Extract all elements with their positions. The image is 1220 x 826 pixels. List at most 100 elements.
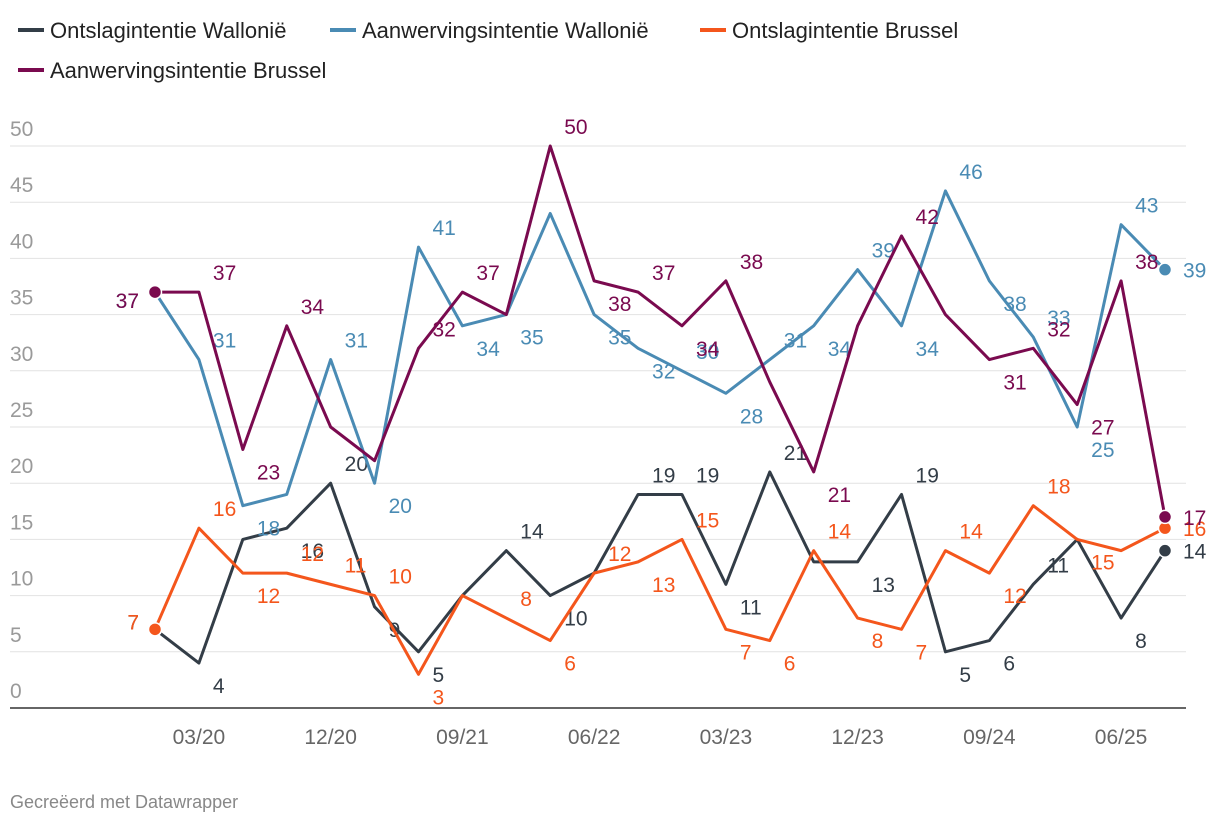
series-line xyxy=(153,189,1167,508)
data-label: 16 xyxy=(213,498,236,521)
data-label: 37 xyxy=(116,290,139,313)
x-tick-label: 03/23 xyxy=(700,726,753,749)
data-label: 34 xyxy=(301,296,325,319)
data-label: 8 xyxy=(1135,630,1147,653)
data-label: 18 xyxy=(257,518,280,541)
data-label: 21 xyxy=(828,484,851,507)
data-label: 4 xyxy=(213,675,225,698)
data-label: 12 xyxy=(1003,585,1026,608)
data-label: 30 xyxy=(696,341,719,364)
x-tick-label: 06/25 xyxy=(1095,726,1148,749)
data-label: 11 xyxy=(1047,554,1069,577)
y-tick-label: 30 xyxy=(10,343,33,366)
data-label: 8 xyxy=(520,588,532,611)
x-tick-label: 12/23 xyxy=(831,726,884,749)
x-tick-label: 06/22 xyxy=(568,726,621,749)
data-label: 15 xyxy=(1091,551,1114,574)
data-label: 12 xyxy=(257,585,280,608)
data-label: 42 xyxy=(916,206,939,229)
data-label: 38 xyxy=(740,251,763,274)
series-line xyxy=(154,470,1167,665)
series-line xyxy=(155,144,1167,518)
end-dot xyxy=(147,284,163,300)
y-tick-label: 20 xyxy=(10,455,33,478)
data-label: 11 xyxy=(740,596,762,619)
end-dot xyxy=(1157,509,1173,525)
end-dot xyxy=(147,622,163,637)
data-label: 37 xyxy=(476,262,499,285)
data-label: 17 xyxy=(1183,507,1206,530)
data-label: 5 xyxy=(432,664,444,687)
y-tick-label: 35 xyxy=(10,287,33,310)
data-label: 38 xyxy=(1003,293,1026,316)
data-label: 14 xyxy=(1183,541,1207,564)
data-label: 34 xyxy=(696,338,720,361)
data-label: 19 xyxy=(916,464,939,487)
data-label: 31 xyxy=(345,330,368,353)
data-label: 19 xyxy=(652,464,675,487)
x-tick-label: 09/24 xyxy=(963,726,1016,749)
data-label: 39 xyxy=(1183,260,1206,283)
data-label: 37 xyxy=(213,262,236,285)
y-tick-label: 50 xyxy=(10,118,33,141)
data-label: 23 xyxy=(257,461,280,484)
data-label: 50 xyxy=(564,116,587,139)
data-label: 7 xyxy=(127,611,139,634)
legend-label: Aanwervingsintentie Brussel xyxy=(50,58,326,83)
data-label: 16 xyxy=(301,540,324,563)
y-tick-label: 25 xyxy=(10,399,33,422)
data-label: 27 xyxy=(1091,417,1114,440)
y-tick-label: 45 xyxy=(10,174,33,197)
data-label: 32 xyxy=(1047,318,1070,341)
y-tick-label: 0 xyxy=(10,680,22,703)
data-label: 35 xyxy=(608,327,631,350)
data-label: 19 xyxy=(696,464,719,487)
data-label: 6 xyxy=(564,653,576,676)
data-label: 38 xyxy=(608,293,631,316)
data-label: 31 xyxy=(213,330,236,353)
data-label: 31 xyxy=(784,330,807,353)
end-dot xyxy=(1157,543,1173,558)
data-label: 7 xyxy=(127,611,139,634)
series-line xyxy=(153,504,1166,676)
data-label: 20 xyxy=(345,453,368,476)
data-label: 18 xyxy=(1047,476,1070,499)
data-label: 12 xyxy=(608,543,631,566)
data-label: 5 xyxy=(959,664,971,687)
data-label: 10 xyxy=(389,566,412,589)
y-tick-label: 15 xyxy=(10,511,33,534)
data-label: 16 xyxy=(1183,518,1206,541)
x-tick-label: 12/20 xyxy=(304,726,357,749)
data-label: 35 xyxy=(520,327,543,350)
data-label: 37 xyxy=(652,262,675,285)
data-label: 7 xyxy=(740,641,752,664)
footer: Gecreëerd met Datawrapper xyxy=(10,792,238,812)
data-label: 28 xyxy=(740,405,763,428)
data-label: 6 xyxy=(1003,653,1015,676)
data-label: 33 xyxy=(1047,307,1070,330)
x-tick-label: 09/21 xyxy=(436,726,489,749)
data-label: 38 xyxy=(1135,251,1158,274)
end-dot xyxy=(1157,262,1173,277)
data-label: 34 xyxy=(476,338,500,361)
data-label: 34 xyxy=(916,338,940,361)
data-label: 3 xyxy=(432,686,444,709)
data-label: 37 xyxy=(116,290,139,313)
data-label: 6 xyxy=(784,653,796,676)
data-label: 15 xyxy=(696,509,719,532)
data-label: 32 xyxy=(432,318,455,341)
data-label: 14 xyxy=(520,521,544,544)
data-label: 12 xyxy=(301,543,324,566)
legend-label: Aanwervingsintentie Wallonië xyxy=(362,18,649,43)
data-label: 13 xyxy=(872,574,895,597)
data-label: 7 xyxy=(916,641,928,664)
data-label: 25 xyxy=(1091,439,1114,462)
y-tick-label: 5 xyxy=(10,624,22,647)
data-label: 34 xyxy=(828,338,852,361)
data-label: 41 xyxy=(432,217,455,240)
y-tick-label: 10 xyxy=(10,568,33,591)
data-label: 11 xyxy=(345,554,367,577)
data-label: 39 xyxy=(872,240,895,263)
data-label: 13 xyxy=(652,574,675,597)
